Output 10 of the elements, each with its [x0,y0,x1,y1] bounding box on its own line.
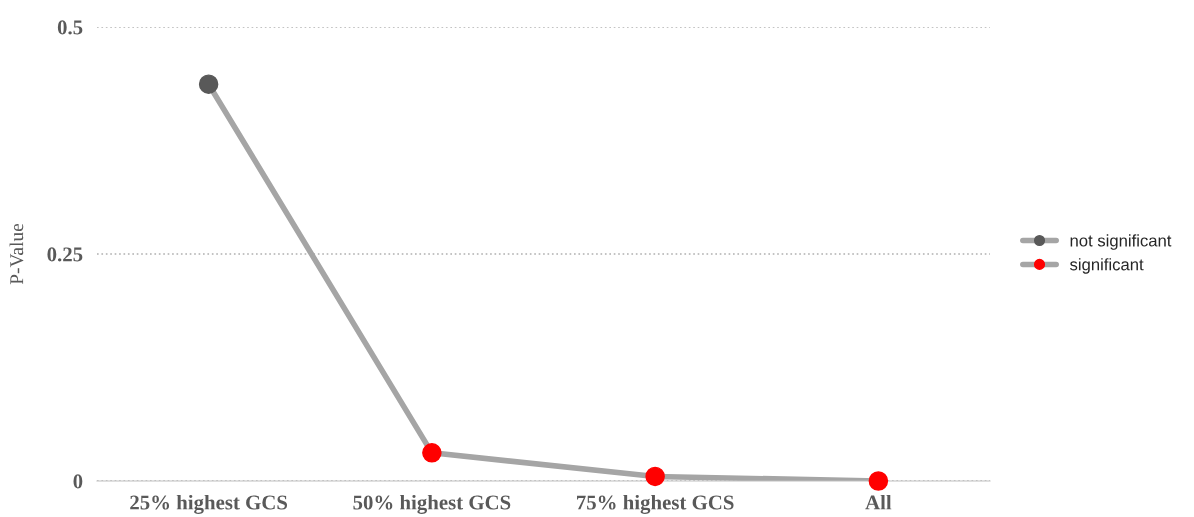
x-tick-label: All [865,494,892,510]
y-tick-label: 0 [73,474,83,489]
legend-label: significant [1069,258,1144,274]
x-tick-label: 75% highest GCS [577,494,734,514]
legend-label: not significant [1070,234,1172,250]
x-tick-label: 25% highest GCS [130,494,288,514]
x-tick-label: 50% highest GCS [353,494,511,514]
y-tick-label: 0.5 [57,20,83,35]
y-tick-label: 0.25 [47,247,83,262]
y-axis-title: P-Value [9,223,24,285]
